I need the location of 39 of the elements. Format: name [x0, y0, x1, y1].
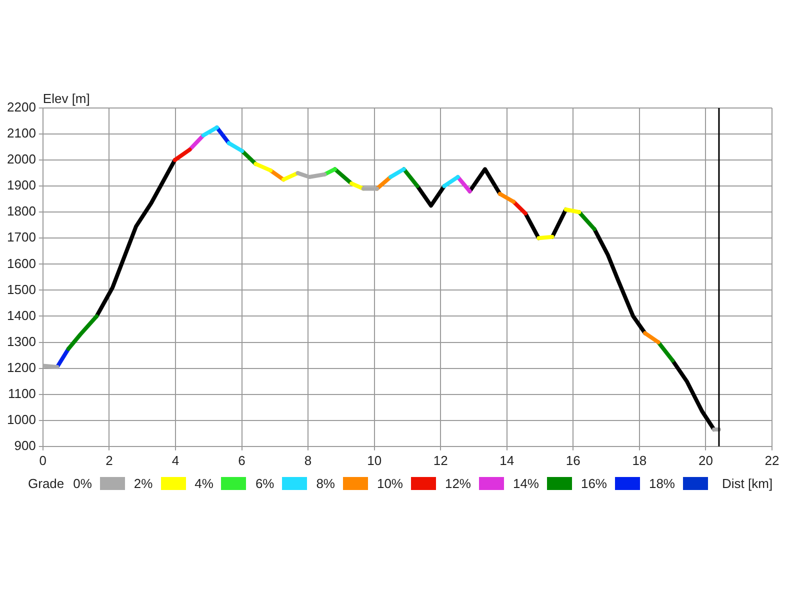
legend-title: Grade: [28, 476, 64, 491]
legend-label: 16%: [580, 476, 607, 491]
y-tick-label: 1200: [7, 360, 36, 375]
x-tick-label: 16: [566, 452, 580, 468]
y-tick-label: 1500: [7, 282, 36, 297]
x-tick-label: 12: [433, 452, 448, 468]
y-tick-label: 1400: [7, 308, 36, 323]
legend-label: 8%: [316, 476, 335, 491]
legend-label: 4%: [194, 476, 214, 491]
legend-label: 0%: [73, 476, 92, 491]
legend-label: 12%: [444, 476, 471, 491]
legend-label: 18%: [648, 476, 675, 491]
legend-label: 14%: [512, 476, 539, 491]
y-tick-label: 1900: [7, 178, 36, 193]
y-tick-label: 2200: [7, 100, 36, 115]
x-tick-label: 6: [238, 452, 246, 468]
y-tick-label: 1600: [7, 256, 36, 271]
y-tick-label: 1100: [8, 386, 36, 401]
legend-label: 6%: [255, 476, 274, 491]
x-tick-label: 4: [172, 452, 180, 468]
y-tick-label: 1800: [7, 204, 36, 219]
legend-label: 2%: [134, 476, 153, 491]
legend-label: 10%: [376, 476, 403, 491]
y-tick-label: 900: [14, 438, 36, 453]
y-axis-title: Elev [m]: [42, 91, 90, 106]
x-tick-label: 10: [367, 452, 382, 468]
x-axis-title: Dist [km]: [722, 476, 773, 491]
y-tick-label: 1000: [7, 412, 36, 427]
y-tick-label: 1300: [7, 334, 36, 349]
y-tick-label: 2000: [7, 152, 36, 167]
x-tick-label: 2: [106, 452, 113, 468]
x-tick-label: 0: [39, 452, 47, 468]
x-tick-label: 18: [632, 452, 647, 468]
x-tick-label: 8: [304, 452, 312, 468]
y-tick-label: 2100: [7, 126, 36, 141]
y-tick-label: 1700: [7, 230, 36, 245]
x-tick-label: 14: [500, 452, 514, 468]
x-tick-label: 22: [764, 452, 780, 468]
x-tick-label: 20: [698, 452, 713, 468]
